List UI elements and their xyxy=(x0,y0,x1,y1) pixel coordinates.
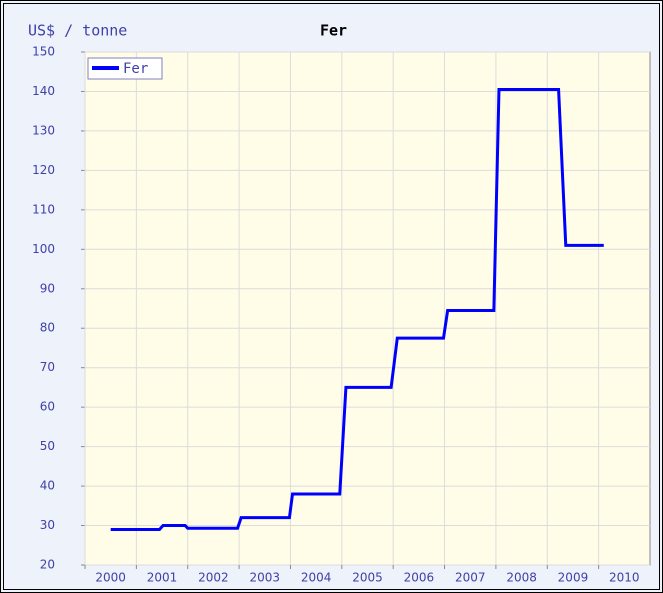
x-tick-label: 2004 xyxy=(301,571,332,585)
inner-frame xyxy=(3,3,660,590)
line xyxy=(110,87,604,531)
x-tick-label: 2008 xyxy=(506,571,537,585)
y-tick-label: 130 xyxy=(32,123,55,137)
x-tick-label: 2003 xyxy=(249,571,280,585)
y-tick-label: 100 xyxy=(32,242,55,256)
y-tick-label: 30 xyxy=(40,518,55,532)
plot-area xyxy=(84,51,651,566)
x-tick-label: 2010 xyxy=(609,571,640,585)
x-tick-label: 2001 xyxy=(147,571,178,585)
y-axis-label: US$ / tonne xyxy=(28,22,127,40)
y-tick-label: 70 xyxy=(40,360,55,374)
y-tick-label: 80 xyxy=(40,321,55,335)
x-tick-label: 2002 xyxy=(198,571,229,585)
x-tick-label: 2009 xyxy=(558,571,589,585)
x-tick-label: 2000 xyxy=(95,571,126,585)
y-tick-label: 40 xyxy=(40,479,55,493)
y-tick-label: 50 xyxy=(40,439,55,453)
y-tick-label: 20 xyxy=(40,558,55,572)
y-tick-label: 60 xyxy=(40,400,55,414)
legend-box xyxy=(87,57,163,80)
x-tick-label: 2006 xyxy=(404,571,435,585)
x-tick-label: 2007 xyxy=(455,571,486,585)
y-tick-label: 110 xyxy=(32,202,55,216)
y-tick-label: 90 xyxy=(40,281,55,295)
y-tick-label: 120 xyxy=(32,163,55,177)
x-tick-label: 2005 xyxy=(352,571,383,585)
y-tick-label: 150 xyxy=(32,45,55,59)
chart-title: Fer xyxy=(320,22,347,40)
legend-label: Fer xyxy=(123,61,148,77)
y-tick-label: 140 xyxy=(32,84,55,98)
